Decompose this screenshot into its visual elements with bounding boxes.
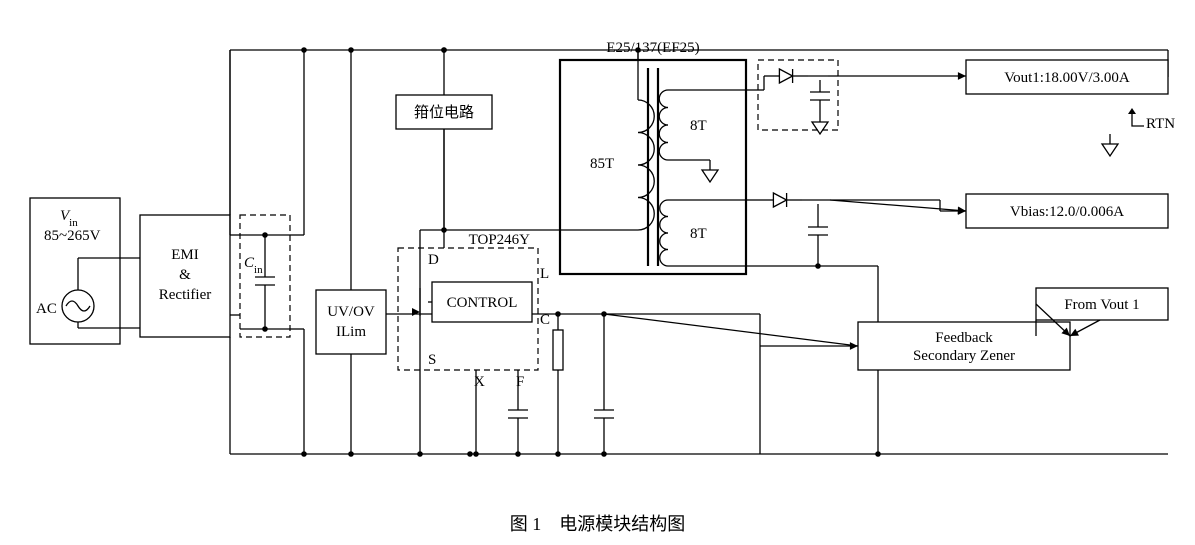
- vout1-label: Vout1:18.00V/3.00A: [1004, 70, 1130, 86]
- vbias-label: Vbias:12.0/0.006A: [1010, 204, 1124, 220]
- uvov-line2: ILim: [336, 324, 366, 340]
- emi-line2: &: [179, 267, 191, 283]
- pin-d: D: [428, 252, 439, 268]
- xfmr-label: E25/137(EF25): [606, 40, 699, 56]
- control-label: CONTROL: [447, 295, 518, 311]
- feedback-line1: Feedback: [935, 330, 993, 346]
- from-vout1-label: From Vout 1: [1064, 297, 1139, 313]
- pin-f: F: [516, 374, 524, 390]
- figure-caption: 图 1 电源模块结构图: [0, 510, 1195, 536]
- rtn-label: RTN: [1146, 116, 1175, 132]
- winding-8t-1: 8T: [690, 118, 707, 134]
- clamp-label: 箝位电路: [414, 103, 474, 121]
- cin-label: Cin: [244, 255, 263, 276]
- emi-line3: Rectifier: [159, 287, 211, 303]
- pin-s: S: [428, 352, 436, 368]
- winding-85t: 85T: [590, 156, 614, 172]
- top246y-label: TOP246Y: [469, 232, 531, 248]
- feedback-line2: Secondary Zener: [913, 348, 1015, 364]
- emi-line1: EMI: [171, 247, 199, 263]
- ac-label: AC: [36, 301, 57, 317]
- uvov-line1: UV/OV: [327, 304, 375, 320]
- vin-range: 85~265V: [44, 228, 101, 244]
- pin-l: L: [540, 266, 549, 282]
- vin-label: Vin: [60, 208, 78, 229]
- winding-8t-2: 8T: [690, 226, 707, 242]
